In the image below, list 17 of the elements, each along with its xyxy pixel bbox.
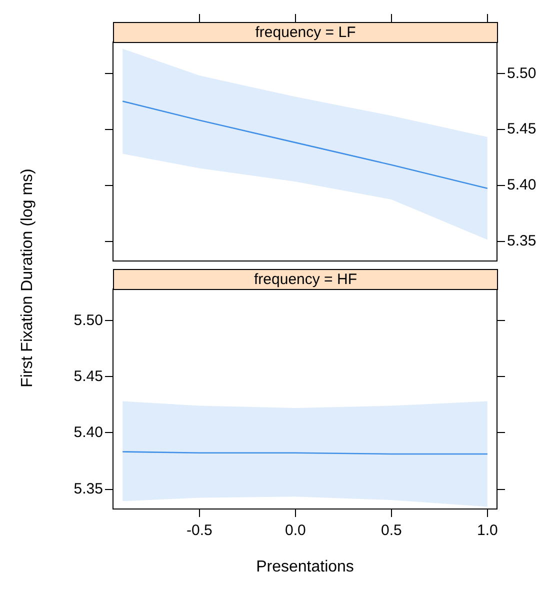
x-tick-label: 0.5 (380, 522, 402, 539)
y-tick-label: 5.35 (507, 232, 536, 250)
y-tick-label: 5.45 (507, 120, 536, 138)
y-tick-label: 5.40 (507, 176, 536, 194)
y-axis-title: First Fixation Duration (log ms) (19, 168, 37, 388)
line-series (122, 100, 488, 190)
x-axis-title: Presentations (256, 558, 354, 576)
y-tick-label: 5.40 (74, 424, 103, 442)
y-tick-label: 5.50 (507, 64, 536, 82)
x-tick-label: 1.0 (476, 522, 498, 539)
chart-title: frequency = LF (255, 24, 356, 41)
chart-title: frequency = HF (254, 271, 357, 288)
x-tick-label: -0.5 (186, 522, 212, 539)
x-tick-label: 0.0 (284, 522, 306, 539)
y-tick-label: 5.35 (74, 480, 103, 498)
y-tick-label: 5.45 (74, 368, 103, 386)
y-tick-label: 5.50 (74, 312, 103, 329)
